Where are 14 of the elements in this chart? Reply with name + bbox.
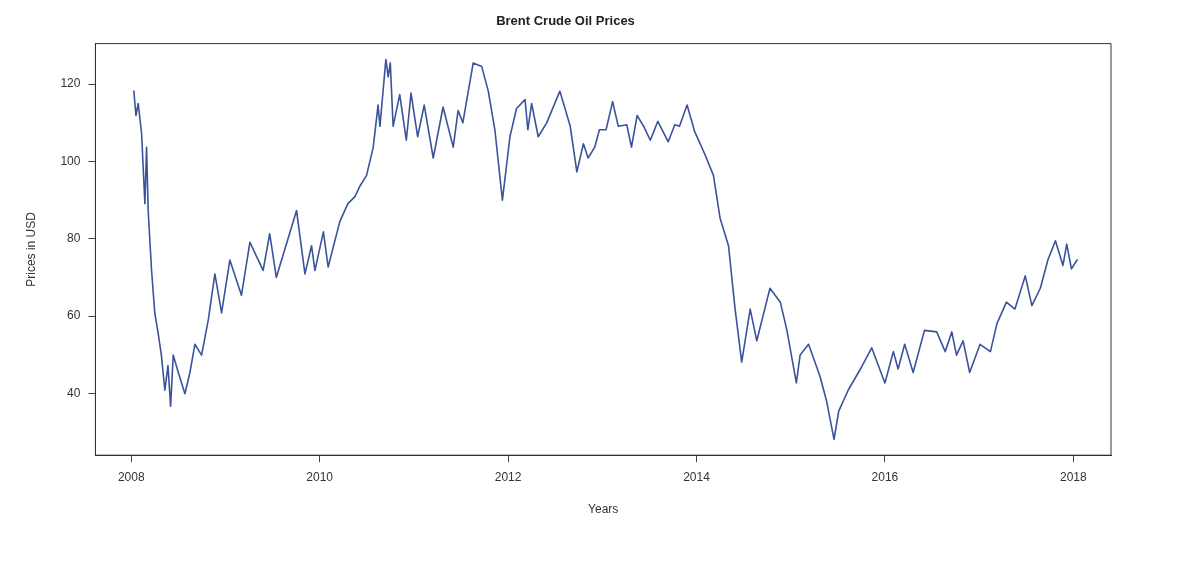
x-tick-label: 2008	[117, 469, 145, 484]
x-tick-label: 2012	[494, 469, 522, 484]
x-axis-title: Years	[588, 502, 619, 517]
y-tick-label: 100	[60, 153, 81, 168]
chart-title: Brent Crude Oil Prices	[496, 13, 635, 29]
y-tick-label: 40	[67, 385, 81, 400]
y-axis-title: Prices in USD	[23, 211, 38, 287]
x-tick-label: 2016	[871, 469, 899, 484]
x-tick-label: 2010	[306, 469, 334, 484]
x-tick-label: 2014	[683, 469, 711, 484]
x-tick-label: 2018	[1059, 469, 1087, 484]
y-tick-label: 120	[60, 76, 81, 91]
y-tick-label: 60	[67, 308, 81, 323]
y-tick-label: 80	[67, 231, 81, 246]
